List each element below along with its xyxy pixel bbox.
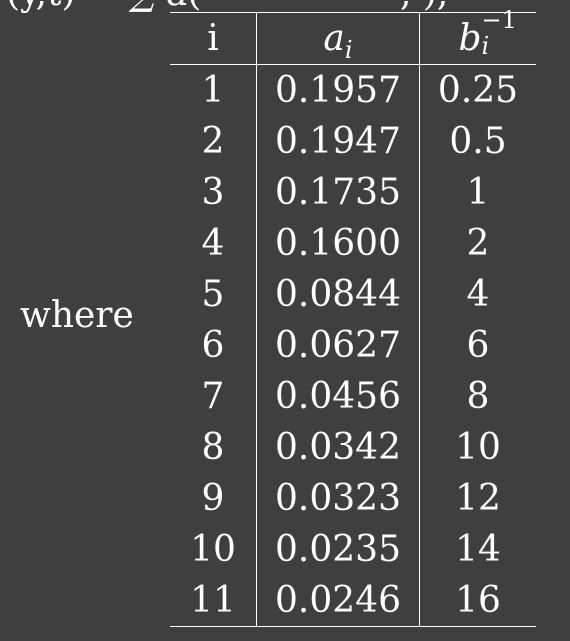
cell-b: 10	[419, 422, 536, 473]
header-a: ai	[256, 12, 420, 65]
table-row: 8 0.0342 10	[170, 422, 536, 473]
cell-b: 0.25	[419, 64, 536, 116]
cell-b: 0.5	[419, 116, 536, 167]
cell-a: 0.1735	[256, 167, 420, 218]
header-b-superscript: −1	[481, 6, 517, 34]
cell-a: 0.1600	[256, 218, 420, 269]
cell-b: 4	[419, 269, 536, 320]
equation-fragment: (y,t) = ∑ a( , ),	[0, 0, 570, 14]
table-row: 10 0.0235 14	[170, 524, 536, 575]
cell-b: 8	[419, 371, 536, 422]
header-a-subscript: i	[344, 36, 353, 64]
table-row: 7 0.0456 8	[170, 371, 536, 422]
table-row: 3 0.1735 1	[170, 167, 536, 218]
cell-i: 2	[201, 121, 225, 162]
cell-a: 0.0844	[256, 269, 420, 320]
cell-a: 0.0342	[256, 422, 420, 473]
cell-a: 0.0323	[256, 473, 420, 524]
cell-i: 1	[201, 70, 225, 111]
header-b-subscript: i	[481, 32, 490, 60]
header-b-base: b	[458, 18, 482, 59]
header-b: b −1 i	[419, 8, 536, 65]
equation-fragment-left: (y,t) = ∑ a(	[6, 0, 201, 14]
cell-a: 0.0235	[256, 524, 420, 575]
equation-fragment-right: , ),	[400, 0, 448, 14]
cell-i: 8	[201, 427, 225, 468]
header-b-scripts: −1 i	[482, 8, 517, 58]
cell-i: 3	[201, 172, 225, 213]
cell-i: 9	[201, 478, 225, 519]
coefficient-table: i ai b −1 i 1 0.1957 0.25 2 0.1947 0.5 3 0.1735…	[170, 8, 536, 627]
header-i: i	[170, 12, 257, 65]
table-row: 9 0.0323 12	[170, 473, 536, 524]
cell-b: 1	[419, 167, 536, 218]
cell-b: 12	[419, 473, 536, 524]
cell-i: 7	[201, 376, 225, 417]
cell-a: 0.1957	[256, 64, 420, 116]
table-header-row: i ai b −1 i	[170, 8, 536, 65]
cell-b: 6	[419, 320, 536, 371]
cell-i: 5	[201, 274, 225, 315]
cell-a: 0.0456	[256, 371, 420, 422]
cell-a: 0.0246	[256, 575, 420, 627]
where-label: where	[20, 295, 134, 336]
table-row: 1 0.1957 0.25	[170, 64, 536, 116]
cell-b: 14	[419, 524, 536, 575]
table-row: 2 0.1947 0.5	[170, 116, 536, 167]
table-row: 4 0.1600 2	[170, 218, 536, 269]
cell-i: 11	[170, 575, 257, 627]
cell-i: 10	[190, 529, 236, 570]
header-a-base: a	[323, 18, 345, 59]
cell-i: 6	[201, 325, 225, 366]
cell-b: 2	[419, 218, 536, 269]
table-row: 5 0.0844 4	[170, 269, 536, 320]
cell-a: 0.0627	[256, 320, 420, 371]
table-row: 6 0.0627 6	[170, 320, 536, 371]
cell-i: 4	[201, 223, 225, 264]
table-row: 11 0.0246 16	[170, 575, 536, 627]
cell-b: 16	[419, 575, 536, 627]
cell-a: 0.1947	[256, 116, 420, 167]
